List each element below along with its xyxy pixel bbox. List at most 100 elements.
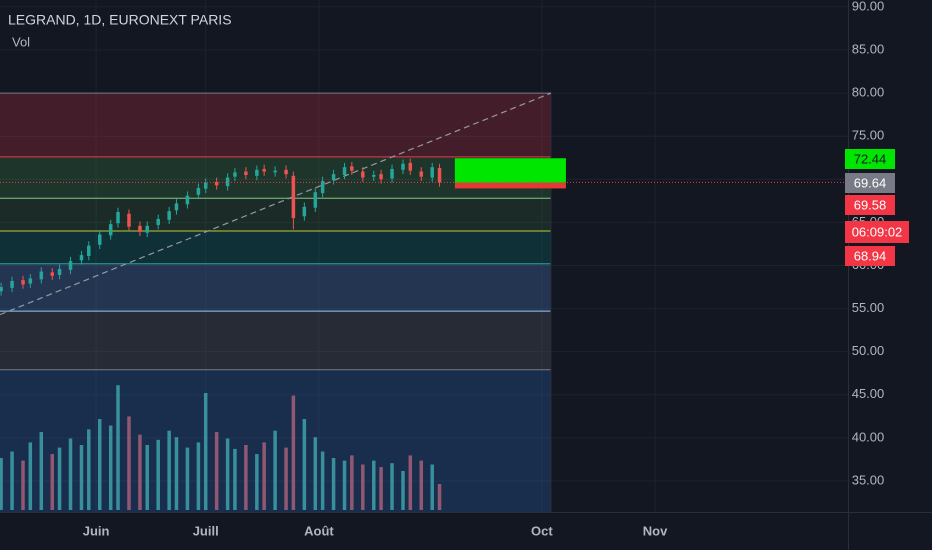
price-badge-label: 69.58 xyxy=(854,197,887,212)
candle-body xyxy=(39,271,44,280)
volume-bar xyxy=(0,458,3,510)
volume-bar xyxy=(21,460,25,510)
volume-bar xyxy=(87,429,91,510)
volume-bar xyxy=(10,451,14,510)
candle-body xyxy=(116,212,120,224)
candle-body xyxy=(108,224,113,236)
candle-body xyxy=(79,255,84,261)
volume-bar xyxy=(196,442,201,510)
volume-bar xyxy=(39,432,44,510)
price-badge xyxy=(845,149,895,169)
candle-body xyxy=(390,168,394,179)
volume-bar xyxy=(372,460,376,510)
level-zone xyxy=(0,198,551,232)
volume-bar xyxy=(116,385,120,510)
candle-body xyxy=(262,168,266,172)
volume-bar xyxy=(419,460,424,510)
candle-body xyxy=(244,171,248,175)
candle-body xyxy=(430,167,434,178)
candle-body xyxy=(21,280,25,285)
volume-bar xyxy=(430,464,434,510)
candle-body xyxy=(145,225,149,233)
price-badge-label: 72.44 xyxy=(854,151,887,166)
volume-bar xyxy=(138,434,142,510)
candle-body xyxy=(361,171,365,178)
volume-bar xyxy=(255,454,259,510)
candle-body xyxy=(87,245,91,256)
volume-bar xyxy=(313,437,318,510)
candle-body xyxy=(97,234,102,245)
level-zone xyxy=(0,93,551,157)
y-tick-label: 35.00 xyxy=(852,472,885,487)
candle-body xyxy=(28,278,33,284)
candle-body xyxy=(408,162,413,171)
candle-body xyxy=(437,168,442,183)
volume-bar xyxy=(225,438,230,510)
volume-bar xyxy=(379,467,383,510)
candle-body xyxy=(342,167,347,175)
price-badge-label: 68.94 xyxy=(854,248,887,263)
candle-body xyxy=(419,171,424,177)
volume-label: Vol xyxy=(12,34,30,49)
x-tick-label: Oct xyxy=(531,523,553,538)
x-tick-label: Nov xyxy=(643,523,668,538)
volume-bar xyxy=(97,419,102,510)
y-tick-label: 55.00 xyxy=(852,300,885,315)
y-tick-label: 40.00 xyxy=(852,429,885,444)
level-zone xyxy=(0,231,551,264)
candle-body xyxy=(57,268,62,275)
position-stop xyxy=(454,182,566,189)
volume-bar xyxy=(437,484,442,510)
candle-body xyxy=(302,206,307,217)
candle-body xyxy=(273,170,277,173)
volume-bar xyxy=(167,430,171,510)
volume-bar xyxy=(233,448,237,510)
volume-bar xyxy=(244,445,248,510)
volume-bar xyxy=(203,393,208,510)
volume-bar xyxy=(262,442,266,510)
volume-bar xyxy=(350,455,354,510)
level-zone xyxy=(0,263,551,312)
x-tick-label: Août xyxy=(304,523,334,538)
volume-bar xyxy=(342,460,347,510)
candle-body xyxy=(174,203,179,211)
candle-body xyxy=(196,187,201,195)
volume-bar xyxy=(361,464,365,510)
volume-bar xyxy=(390,463,394,510)
volume-bar xyxy=(302,419,307,510)
candle-body xyxy=(50,272,54,276)
volume-bar xyxy=(174,437,179,510)
candle-body xyxy=(185,195,190,205)
price-badge xyxy=(845,195,895,215)
volume-bar xyxy=(145,445,149,510)
chart-title: LEGRAND, 1D, EURONEXT PARIS xyxy=(8,12,232,28)
candle-body xyxy=(313,192,318,208)
x-tick-label: Juin xyxy=(83,523,110,538)
candle-body xyxy=(350,166,354,171)
candle-body xyxy=(68,261,73,270)
volume-bar xyxy=(28,442,33,510)
candle-body xyxy=(0,287,3,292)
volume-bar xyxy=(57,447,62,510)
volume-bar xyxy=(401,471,405,510)
y-tick-label: 85.00 xyxy=(852,41,885,56)
countdown-badge xyxy=(845,221,909,243)
price-badge xyxy=(845,173,895,193)
candle-body xyxy=(10,280,14,288)
price-badge-label: 69.64 xyxy=(854,175,887,190)
volume-bar xyxy=(273,430,277,510)
candle-body xyxy=(401,163,405,170)
volume-bar xyxy=(331,458,336,510)
x-tick-label: Juill xyxy=(193,523,219,538)
volume-bar xyxy=(68,438,73,510)
candle-body xyxy=(138,225,142,232)
position-target xyxy=(454,158,566,183)
volume-bar xyxy=(50,454,54,510)
volume-bar xyxy=(185,447,190,510)
volume-bar xyxy=(156,439,160,510)
countdown-label: 06:09:02 xyxy=(852,224,903,239)
volume-bar xyxy=(291,395,296,510)
candle-body xyxy=(331,174,336,181)
